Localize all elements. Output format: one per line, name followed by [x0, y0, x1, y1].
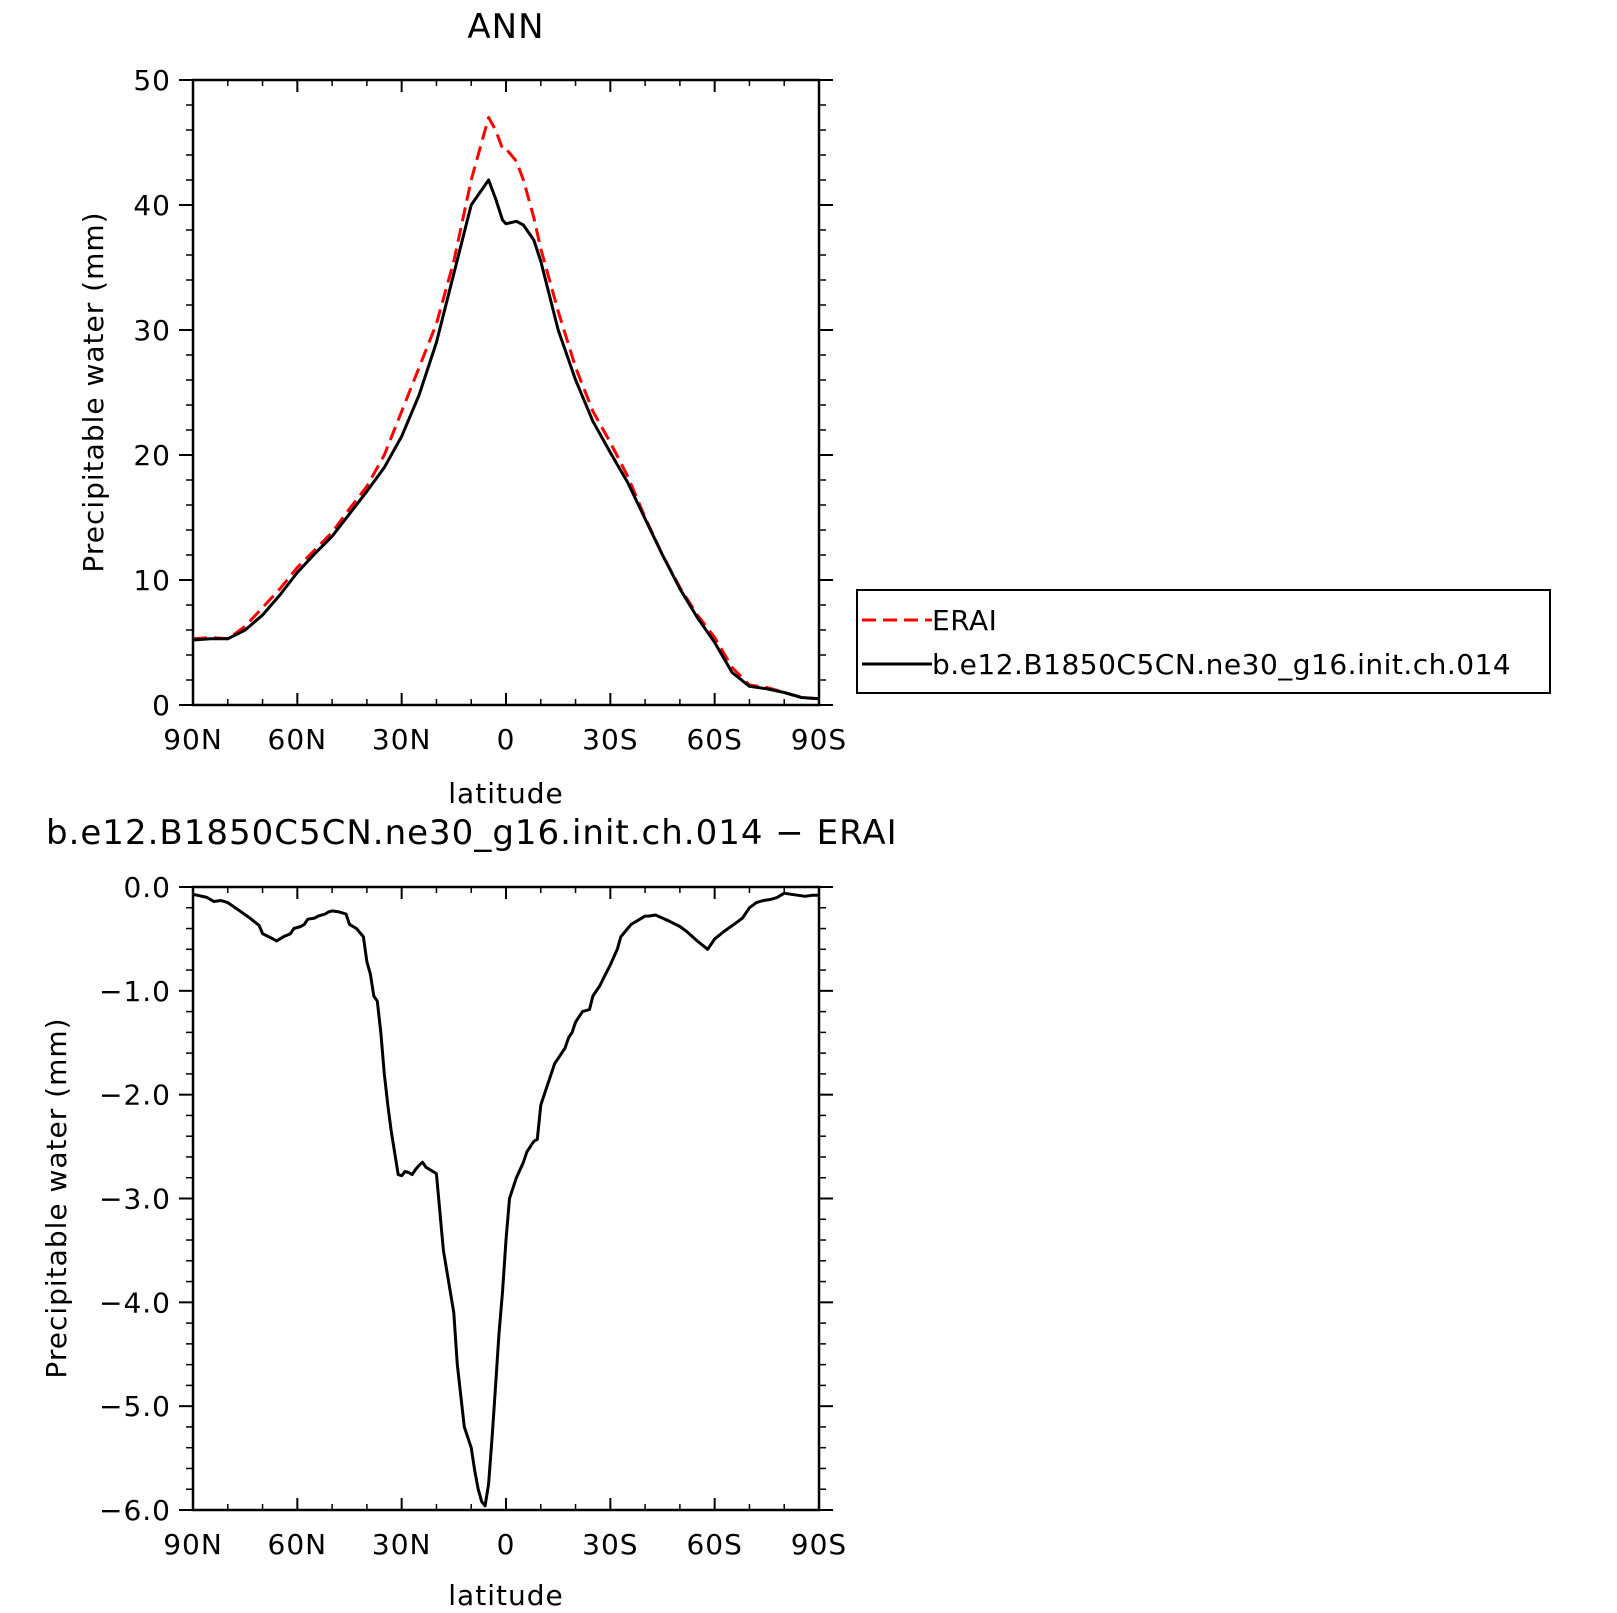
bottom-x-tick-labels: 90N 60N 30N 0 30S 60S 90S	[163, 1528, 847, 1561]
y-tick-label: −6.0	[99, 1494, 171, 1527]
y-tick-label: 0	[152, 689, 171, 722]
y-tick-label: −1.0	[99, 975, 171, 1008]
x-tick-label: 60N	[268, 723, 328, 756]
x-tick-label: 30N	[372, 1528, 432, 1561]
y-tick-label: 20	[133, 439, 171, 472]
top-y-axis-label: Precipitable water (mm)	[77, 211, 110, 572]
x-tick-label: 90N	[163, 1528, 223, 1561]
y-tick-label: 50	[133, 64, 171, 97]
x-tick-label: 30N	[372, 723, 432, 756]
top-x-tick-labels: 90N 60N 30N 0 30S 60S 90S	[163, 723, 847, 756]
y-tick-label: −3.0	[99, 1183, 171, 1216]
x-tick-label: 0	[497, 1528, 516, 1561]
bottom-axis-ticks	[179, 886, 833, 1511]
bottom-y-axis-label: Precipitable water (mm)	[40, 1017, 73, 1378]
legend-label-model: b.e12.B1850C5CN.ne30_g16.init.ch.014	[932, 648, 1511, 681]
x-tick-label: 30S	[582, 1528, 638, 1561]
top-y-tick-labels: 0 10 20 30 40 50	[133, 64, 171, 722]
top-axis-ticks	[179, 79, 833, 706]
x-tick-label: 0	[497, 723, 516, 756]
bottom-panel: b.e12.B1850C5CN.ne30_g16.init.ch.014 − E…	[40, 813, 898, 1612]
y-tick-label: −5.0	[99, 1390, 171, 1423]
x-tick-label: 60N	[268, 1528, 328, 1561]
x-tick-label: 90S	[791, 723, 847, 756]
bottom-y-tick-labels: 0.0 −1.0 −2.0 −3.0 −4.0 −5.0 −6.0	[99, 871, 171, 1527]
x-tick-label: 60S	[686, 1528, 742, 1561]
series-line-erai	[192, 116, 820, 701]
legend-label-erai: ERAI	[932, 604, 997, 637]
top-panel: ANN 0 10 20 30 40 50 90N 60N 30N 0 30S 60S 90S lati…	[77, 7, 847, 810]
x-tick-label: 60S	[686, 723, 742, 756]
legend: ERAI b.e12.B1850C5CN.ne30_g16.init.ch.01…	[856, 589, 1551, 694]
y-tick-label: 10	[133, 564, 171, 597]
top-x-axis-label: latitude	[448, 777, 563, 810]
bottom-chart-title: b.e12.B1850C5CN.ne30_g16.init.ch.014 − E…	[46, 813, 898, 853]
series-line-b-e12-b1850c5cn-ne30-g16-init-ch-014	[192, 178, 820, 701]
x-tick-label: 90S	[791, 1528, 847, 1561]
legend-box	[856, 589, 1551, 694]
top-chart-title: ANN	[467, 7, 544, 47]
y-tick-label: 0.0	[123, 871, 171, 904]
y-tick-label: 40	[133, 189, 171, 222]
bottom-plot-frame	[191, 885, 821, 1512]
top-series-lines	[192, 116, 820, 701]
y-tick-label: −2.0	[99, 1079, 171, 1112]
y-tick-label: −4.0	[99, 1286, 171, 1319]
y-tick-label: 30	[133, 314, 171, 347]
bottom-series-lines	[192, 891, 819, 1508]
x-tick-label: 30S	[582, 723, 638, 756]
top-plot-frame	[191, 78, 821, 707]
x-tick-label: 90N	[163, 723, 223, 756]
bottom-x-axis-label: latitude	[448, 1579, 563, 1612]
difference-series-line	[192, 891, 819, 1508]
